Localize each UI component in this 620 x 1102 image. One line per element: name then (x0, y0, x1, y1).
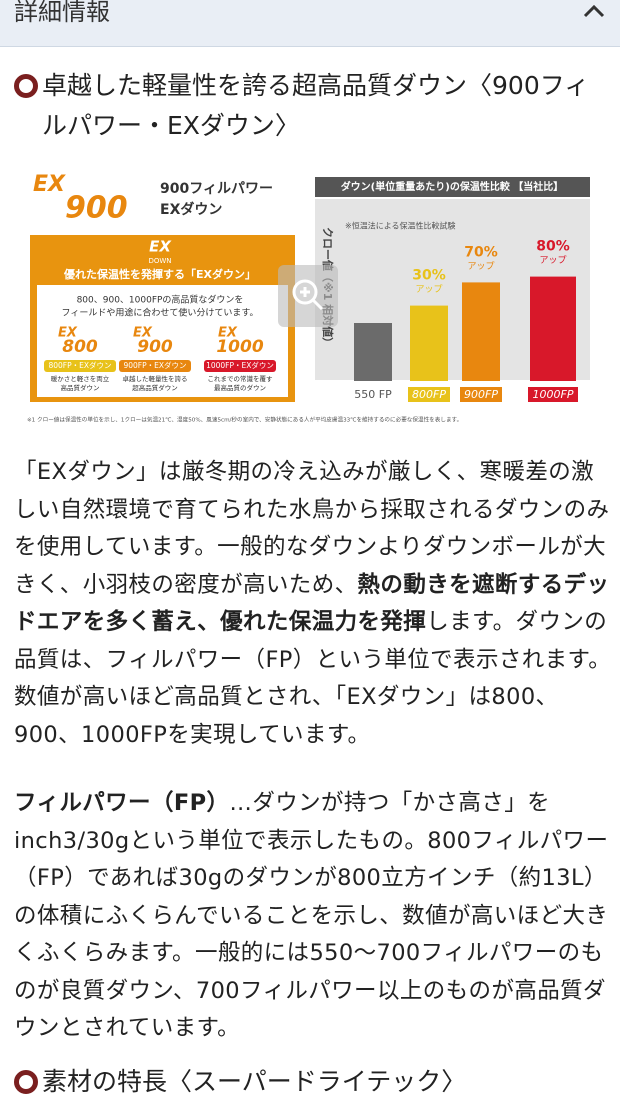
grade-tag: 900FP・EXダウン (123, 360, 186, 370)
annotation-value: 70% (464, 244, 498, 260)
x-tick-bg (460, 387, 502, 402)
text-segment: 「EXダウン」は厳冬期の冷え込みが厳しく、寒暖差の激しい自然環境で育てられた水鳥… (14, 459, 610, 598)
header-title: 詳細情報 (14, 0, 110, 26)
x-tick-bg (528, 387, 578, 402)
grade-desc: 卓越した軽量性を誇る (123, 374, 188, 383)
footnote: ※1 クロー値は保温性の単位を示し、1クローは気温21℃、湿度50%、風速5cm… (27, 416, 462, 424)
paragraph: フィルパワー（FP）…ダウンが持つ「かさ高さ」をinch3/30gという単位で表… (14, 785, 614, 1048)
box-text: フィールドや用途に合わせて使い分けています。 (62, 307, 259, 319)
annotation-value: 30% (412, 268, 446, 284)
text-segment: …ダウンが持つ「かさ高さ」をinch3/30gという単位で表示したもの。800フ… (14, 790, 609, 1041)
x-tick-bg (408, 387, 450, 402)
box-text: 800、900、1000FPの高品質なダウンを (77, 294, 244, 306)
section-heading: 素材の特長〈スーパードライテック〉 (42, 1067, 467, 1096)
bullet (14, 1070, 38, 1094)
grade-desc: 最高品質のダウン (214, 383, 266, 392)
chart-note: ※恒温法による保温性比較試験 (345, 221, 455, 231)
text-segment: 熱の動きを遮断するデッドエアを多く蓄え、優れた保温力を発揮 (14, 571, 610, 636)
name-line: EXダウン (160, 201, 222, 218)
grade-desc: 高品質ダウン (61, 383, 100, 392)
grade-brand: EX (218, 326, 238, 341)
bar (530, 276, 576, 381)
annotation-value: 80% (536, 239, 570, 255)
annotation-text: アップ (415, 284, 442, 295)
grade-tag-bg (204, 360, 276, 372)
chart-title: ダウン(単位重量あたり)の保温性比較 【当社比】 (341, 180, 564, 193)
grade-tag: 800FP・EXダウン (48, 360, 111, 370)
bar (410, 305, 448, 381)
logo-brand: EX (33, 172, 66, 197)
grade-tag-bg (44, 360, 116, 372)
bar (462, 282, 500, 381)
bar (354, 323, 392, 381)
box-logo-sub: DOWN (148, 257, 171, 265)
grade-number: 900 (137, 337, 173, 357)
x-tick-label: 1000FP (533, 388, 574, 401)
annotation-text: アップ (539, 255, 566, 266)
infographic: EX 900 900フィルパワー EXダウン EX DOWN 優れた保温性を発揮… (27, 172, 590, 424)
section-heading: 卓越した軽量性を誇る超高品質ダウン〈900フィルパワー・EXダウン〉 (42, 71, 590, 140)
x-tick-label: 900FP (464, 388, 498, 401)
collapse-icon[interactable] (582, 2, 606, 20)
text-segment: フィルパワー（FP） (14, 790, 230, 816)
name-line: 900フィルパワー (160, 181, 273, 197)
grade-tag: 1000FP・EXダウン (206, 360, 274, 370)
grade-tag-bg (119, 360, 191, 372)
grade-desc: これまでの常識を覆す (208, 374, 274, 383)
grade-desc: 暖かさと軽さを両立 (51, 374, 110, 383)
box-logo: EX (149, 238, 172, 256)
logo-number: 900 (65, 191, 128, 226)
header-bar[interactable]: 詳細情報 (0, 0, 620, 47)
grade-desc: 超高品質ダウン (132, 383, 178, 392)
x-tick-label: 550 FP (354, 388, 392, 401)
bullet (14, 74, 38, 98)
box-title: 優れた保温性を発揮する「EXダウン」 (63, 267, 256, 281)
paragraph: 「EXダウン」は厳冬期の冷え込みが厳しく、寒暖差の激しい自然環境で育てられた水鳥… (14, 454, 614, 754)
annotation-text: アップ (467, 261, 494, 272)
zoom-icon[interactable] (278, 265, 338, 327)
grade-number: 800 (62, 337, 98, 357)
grade-number: 1000 (216, 337, 263, 357)
grade-brand: EX (58, 326, 78, 341)
x-tick-label: 800FP (412, 388, 446, 401)
grade-brand: EX (133, 326, 153, 341)
text-segment: します。ダウンの品質は、フィルパワー（FP）という単位で表示されます。数値が高い… (14, 609, 612, 748)
